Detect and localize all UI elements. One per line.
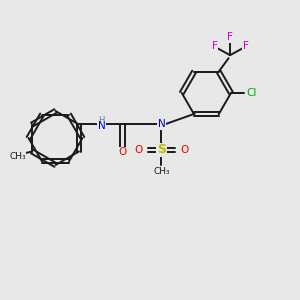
Text: Cl: Cl (246, 88, 256, 98)
Text: F: F (227, 32, 233, 43)
Text: N: N (158, 119, 165, 130)
Text: S: S (157, 143, 166, 157)
Text: H: H (98, 116, 105, 125)
Text: N: N (98, 121, 105, 131)
Text: CH₃: CH₃ (9, 152, 26, 161)
Text: O: O (180, 145, 189, 155)
Text: F: F (212, 40, 218, 51)
Text: F: F (243, 40, 249, 51)
Text: O: O (118, 147, 127, 158)
Text: CH₃: CH₃ (153, 167, 170, 176)
Text: O: O (134, 145, 142, 155)
